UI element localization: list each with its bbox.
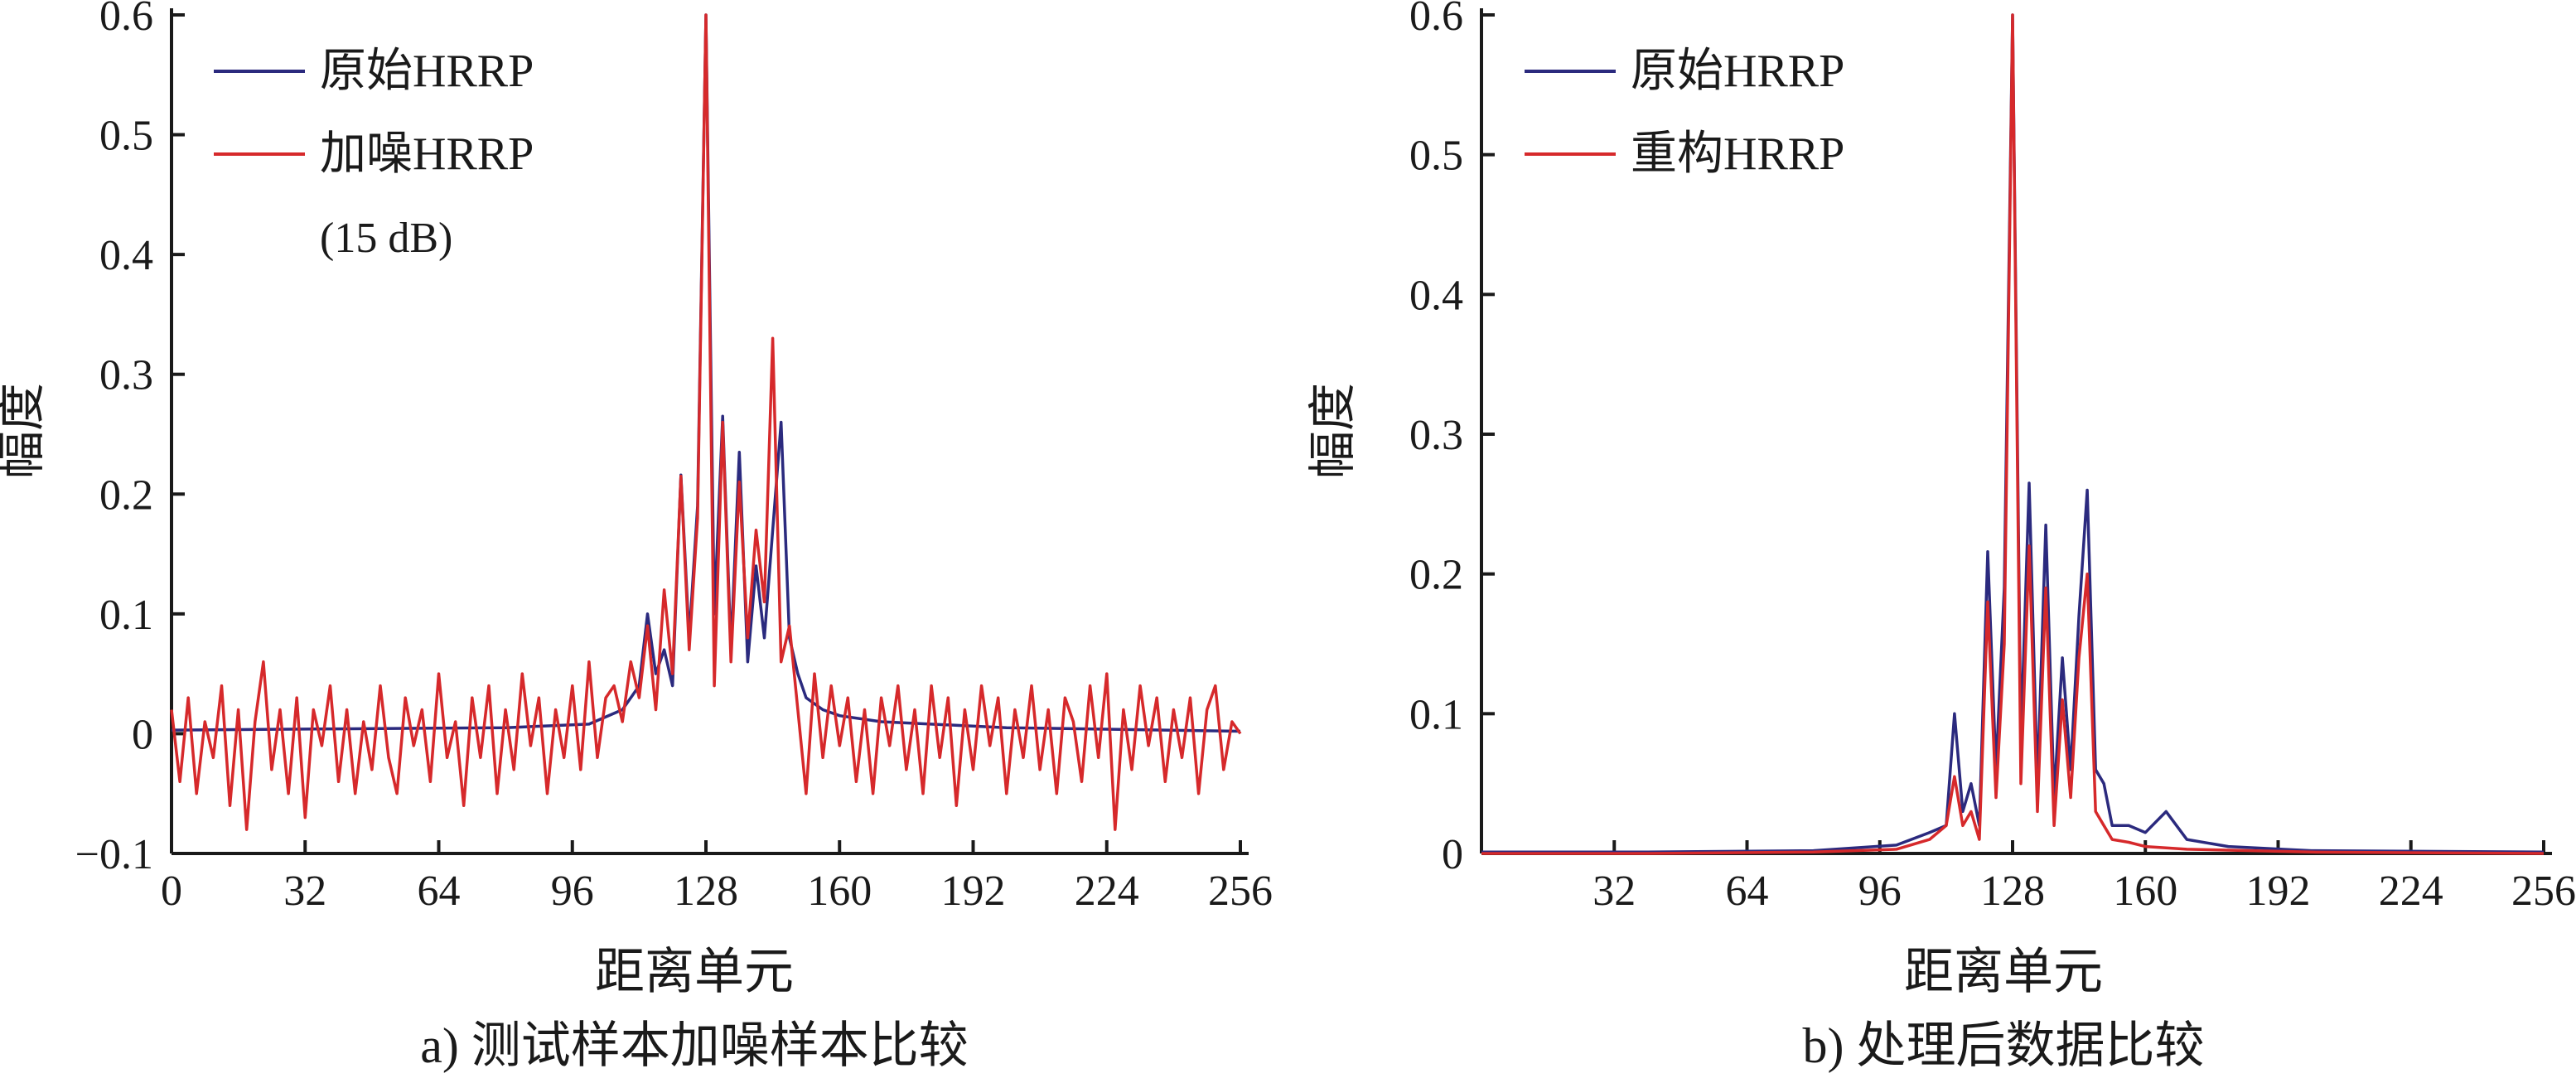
x-tick-label: 32 — [1592, 868, 1636, 915]
legend: 原始HRRP 加噪HRRP (15 dB) — [214, 46, 534, 262]
x-tick-label: 128 — [674, 868, 738, 915]
y-tick-label: 0.3 — [1409, 412, 1463, 459]
y-tick-label: 0.6 — [1409, 0, 1463, 40]
chart-caption: b) 处理后数据比较 — [1803, 1018, 2205, 1073]
y-tick-label: 0.6 — [99, 0, 153, 40]
series-line-2 — [170, 13, 1242, 831]
y-axis-label: 幅度 — [1306, 383, 1360, 479]
x-tick-label: 64 — [418, 868, 461, 915]
chart-panel-a: −0.100.10.20.30.40.50.60 32 64 96 128 160 192 2… — [0, 0, 1273, 1073]
legend-label: 重构HRRP — [1631, 128, 1844, 180]
legend-label: 原始HRRP — [320, 46, 534, 97]
legend-label: 原始HRRP — [1631, 46, 1844, 97]
chart-caption: a) 测试样本加噪样本比较 — [420, 1018, 969, 1073]
legend: 原始HRRP 重构HRRP — [1525, 46, 1844, 180]
y-tick-label: 0.4 — [1409, 272, 1463, 319]
y-tick-label: 0.2 — [99, 471, 153, 519]
x-tick-label: 0 — [161, 868, 182, 915]
y-tick-label: 0.1 — [99, 592, 153, 639]
x-tick-label: 256 — [1208, 868, 1273, 915]
x-tick-label: 192 — [941, 868, 1006, 915]
y-tick-label: 0.5 — [99, 113, 153, 160]
series-line-2 — [1481, 13, 2545, 855]
x-tick-label: 192 — [2246, 868, 2311, 915]
chart-panel-b: 0 0.1 0.2 0.3 0.4 0.5 0.6 32 64 96 128 160 192 224 256… — [1306, 0, 2576, 1073]
y-tick-label: 0 — [1442, 831, 1463, 878]
x-tick-label: 256 — [2511, 868, 2576, 915]
legend-label: 加噪HRRP — [320, 128, 534, 180]
y-tick-label: 0.4 — [99, 232, 153, 279]
y-tick-label: 0.1 — [1409, 691, 1463, 738]
y-axis-label: 幅度 — [0, 383, 49, 479]
y-tick-label: 0.5 — [1409, 133, 1463, 180]
legend-note: (15 dB) — [320, 215, 452, 262]
x-tick-label: 96 — [551, 868, 594, 915]
x-tick-label: 128 — [1980, 868, 2045, 915]
y-tick-label: 0.2 — [1409, 552, 1463, 599]
x-tick-label: 224 — [1075, 868, 1139, 915]
x-tick-label: 160 — [2113, 868, 2177, 915]
y-tick-label: 0.3 — [99, 352, 153, 399]
x-tick-label: 160 — [807, 868, 872, 915]
x-tick-label: 224 — [2379, 868, 2443, 915]
y-tick-label: −0.1 — [75, 831, 153, 878]
x-tick-label: 64 — [1726, 868, 1769, 915]
x-tick-label: 32 — [283, 868, 326, 915]
x-axis-label: 距离单元 — [595, 945, 794, 999]
y-tick-label: 0 — [132, 711, 153, 758]
x-tick-label: 96 — [1858, 868, 1902, 915]
x-axis-label: 距离单元 — [1904, 945, 2103, 999]
